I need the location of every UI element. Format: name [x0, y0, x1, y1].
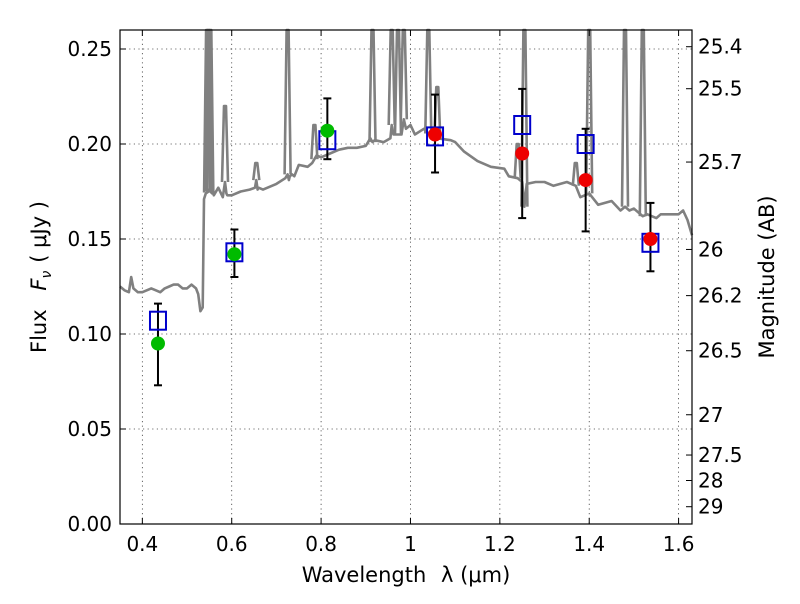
y-tick-label: 0.05 — [67, 417, 112, 441]
y-axis-symbol: F — [27, 278, 51, 291]
y-tick-label: 0.00 — [67, 512, 112, 536]
model-square — [225, 242, 244, 263]
emission-line — [310, 123, 319, 160]
y2-axis-title: Magnitude (AB) — [755, 195, 779, 358]
model-square — [513, 115, 532, 135]
y2-tick-label: 27.5 — [698, 443, 743, 467]
y2-tick-label: 29 — [698, 495, 723, 519]
emission-line — [638, 28, 648, 217]
x-tick-label: 1.4 — [573, 532, 605, 556]
x-tick-label: 0.4 — [126, 532, 158, 556]
observed-point — [428, 127, 443, 142]
data-points-layer — [148, 87, 660, 387]
emission-line — [620, 28, 630, 207]
plot-frame — [119, 29, 693, 525]
axis-ticks: 0.4 0.6 0.8 1 1.2 1.4 1.6 0.00 0.05 0.10 0.15 0.20 0… — [67, 30, 743, 556]
y2-tick-label: 26.2 — [698, 284, 743, 308]
model-square — [576, 134, 595, 154]
emission-line — [424, 28, 433, 134]
x-axis-symbol: λ (μm) — [441, 563, 510, 587]
observed-point — [578, 173, 593, 188]
y-tick-label: 0.25 — [67, 37, 112, 61]
y-axis-symbol-sub: ν — [39, 271, 55, 279]
x-tick-label: 1.2 — [484, 532, 516, 556]
x-axis-title: Wavelength λ (μm) — [302, 563, 511, 587]
emission-line — [571, 161, 581, 186]
emission-line — [513, 142, 522, 179]
y-tick-label: 0.15 — [67, 227, 112, 251]
y-tick-label: 0.20 — [67, 132, 112, 156]
x-tick-label: 0.8 — [305, 532, 337, 556]
x-axis-title-text: Wavelength — [302, 563, 427, 587]
emission-line — [252, 161, 261, 181]
emission-line — [220, 104, 230, 183]
emission-line — [387, 28, 396, 126]
y2-tick-label: 26 — [698, 237, 723, 261]
observed-point — [515, 146, 530, 161]
emission-line — [283, 28, 292, 175]
y2-tick-label: 26.5 — [698, 339, 743, 363]
y2-tick-label: 25.5 — [698, 77, 743, 101]
observed-point — [320, 123, 335, 138]
y2-tick-label: 25.4 — [698, 35, 743, 59]
y-axis-unit: ( μJy ) — [27, 201, 51, 263]
emission-line — [368, 28, 377, 143]
model-square — [426, 126, 445, 147]
y2-tick-label: 27 — [698, 403, 723, 427]
y2-tick-label: 28 — [698, 468, 723, 492]
x-tick-label: 1 — [404, 532, 417, 556]
observed-point — [227, 247, 242, 262]
x-tick-label: 1.6 — [663, 532, 695, 556]
model-spectrum-layer — [119, 28, 694, 313]
emission-line — [399, 28, 409, 120]
y-axis-title: Flux Fν ( μJy ) — [27, 201, 55, 353]
y2-tick-label: 25.7 — [698, 150, 743, 174]
x-tick-label: 0.6 — [216, 532, 248, 556]
y-tick-label: 0.10 — [67, 322, 112, 346]
y-axis-title-text: Flux — [27, 309, 51, 353]
model-square — [148, 310, 167, 331]
observed-point — [643, 232, 658, 246]
observed-point — [150, 336, 165, 351]
